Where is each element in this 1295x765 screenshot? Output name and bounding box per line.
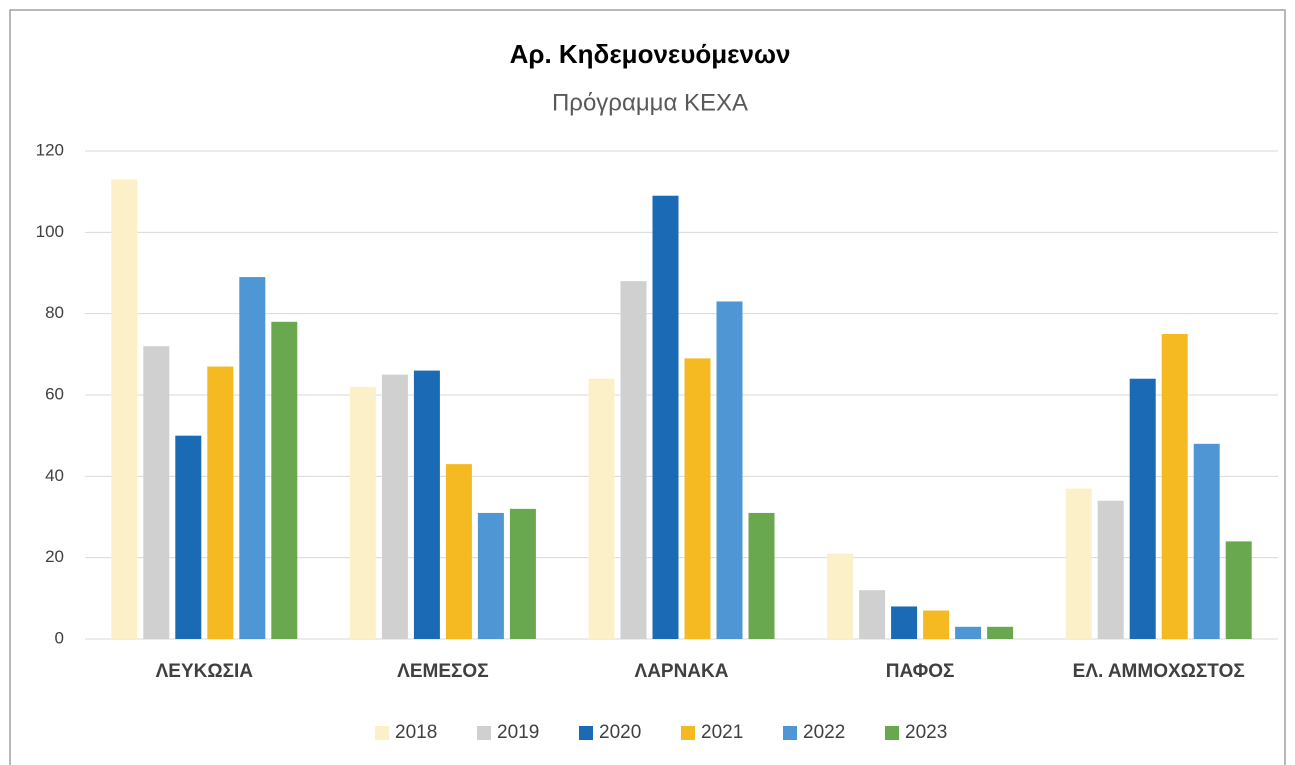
bar xyxy=(955,626,982,639)
bar xyxy=(207,366,234,639)
x-tick-label: ΕΛ. ΑΜΜΟΧΩΣΤΟΣ xyxy=(1073,661,1245,682)
legend-swatch xyxy=(579,726,593,740)
y-tick-label: 120 xyxy=(36,140,64,159)
bar xyxy=(684,358,711,639)
chart-title: Αρ. Κηδεμονευόμενων xyxy=(510,39,791,69)
bar xyxy=(716,301,743,639)
bar xyxy=(349,386,376,639)
x-tick-label: ΛΑΡΝΑΚΑ xyxy=(635,661,729,682)
legend-label: 2019 xyxy=(497,722,539,743)
bar xyxy=(239,277,266,639)
bar xyxy=(1065,488,1092,639)
bar xyxy=(827,553,854,639)
bar xyxy=(620,281,647,639)
legend-swatch xyxy=(375,726,389,740)
bar xyxy=(413,370,440,639)
y-tick-label: 20 xyxy=(45,547,64,566)
bar xyxy=(891,606,918,639)
bar xyxy=(859,590,886,639)
bar xyxy=(1225,541,1252,639)
legend-label: 2018 xyxy=(395,722,437,743)
bar xyxy=(1097,500,1124,639)
y-tick-label: 40 xyxy=(45,466,64,485)
bar xyxy=(509,508,536,639)
y-tick-label: 60 xyxy=(45,384,64,403)
bar xyxy=(271,321,298,639)
bar xyxy=(143,346,170,639)
legend-label: 2023 xyxy=(905,722,947,743)
legend-swatch xyxy=(477,726,491,740)
bar xyxy=(381,374,408,639)
bar xyxy=(1193,443,1220,639)
legend-swatch xyxy=(885,726,899,740)
bar xyxy=(477,512,504,639)
bar xyxy=(987,626,1014,639)
bar xyxy=(923,610,950,639)
chart-frame xyxy=(9,9,1286,765)
bar xyxy=(652,195,679,639)
bar xyxy=(111,179,138,639)
y-tick-label: 0 xyxy=(55,628,64,647)
bar xyxy=(1129,378,1156,639)
legend-swatch xyxy=(681,726,695,740)
bar xyxy=(588,378,615,639)
legend-label: 2022 xyxy=(803,722,845,743)
y-tick-label: 100 xyxy=(36,222,64,241)
x-tick-label: ΛΕΜΕΣΟΣ xyxy=(397,661,488,682)
legend-label: 2020 xyxy=(599,722,641,743)
bar xyxy=(445,464,472,639)
bar xyxy=(175,435,202,639)
x-tick-label: ΠΑΦΟΣ xyxy=(886,661,955,682)
y-tick-label: 80 xyxy=(45,303,64,322)
legend-label: 2021 xyxy=(701,722,743,743)
bar xyxy=(1161,334,1188,639)
legend-swatch xyxy=(783,726,797,740)
chart-subtitle: Πρόγραμμα ΚΕΧΑ xyxy=(552,89,748,116)
x-tick-label: ΛΕΥΚΩΣΙΑ xyxy=(156,661,254,682)
bar xyxy=(748,512,775,639)
